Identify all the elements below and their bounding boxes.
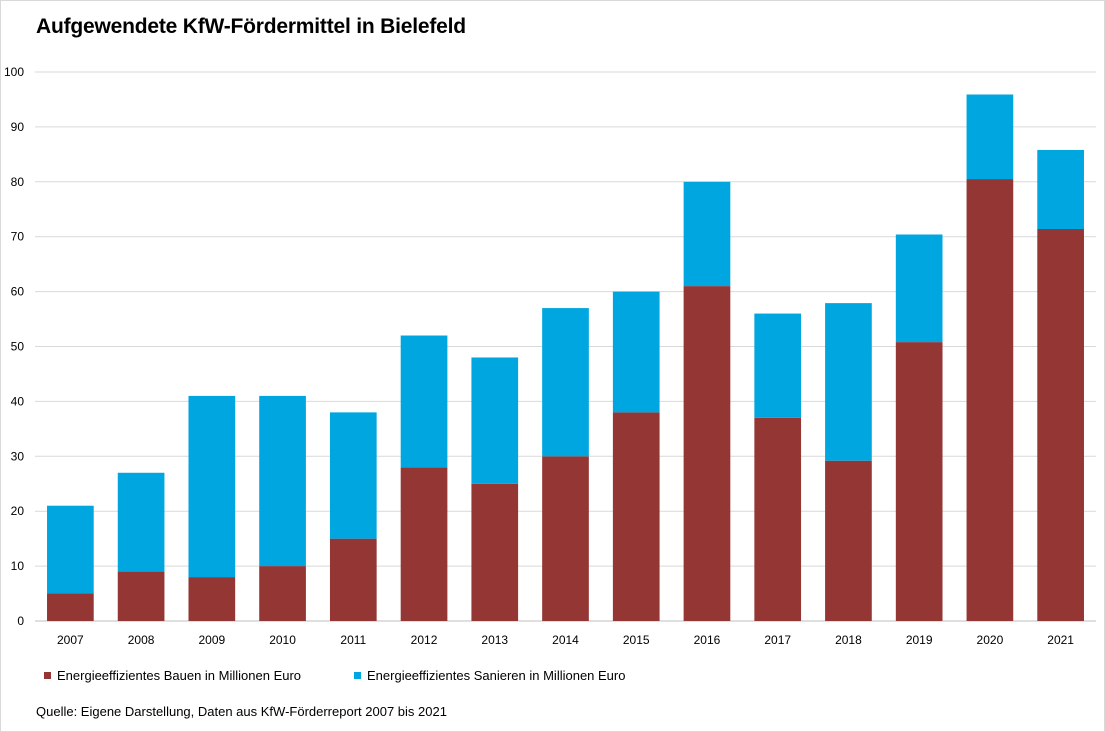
legend-swatch-sanieren bbox=[354, 672, 361, 679]
bar-bauen bbox=[1037, 229, 1084, 622]
y-tick-label: 20 bbox=[11, 504, 25, 518]
x-tick-label: 2009 bbox=[198, 633, 225, 647]
bar-bauen bbox=[188, 577, 236, 621]
y-tick-label: 0 bbox=[17, 614, 24, 628]
x-tick-label: 2017 bbox=[764, 633, 791, 647]
bar-sanieren bbox=[329, 412, 377, 539]
bar-bauen bbox=[683, 286, 731, 621]
bar-bauen bbox=[471, 483, 519, 621]
bar-bauen bbox=[825, 460, 872, 621]
y-tick-label: 100 bbox=[4, 65, 24, 79]
bar-sanieren bbox=[117, 472, 165, 572]
x-tick-label: 2012 bbox=[411, 633, 438, 647]
source-note: Quelle: Eigene Darstellung, Daten aus Kf… bbox=[36, 704, 447, 719]
y-tick-label: 10 bbox=[11, 559, 25, 573]
x-tick-label: 2021 bbox=[1047, 633, 1074, 647]
bar-bauen bbox=[895, 342, 943, 621]
y-tick-label: 30 bbox=[11, 449, 25, 463]
x-tick-label: 2015 bbox=[623, 633, 650, 647]
bar-bauen bbox=[259, 566, 306, 621]
legend-item-bauen: Energieeffizientes Bauen in Millionen Eu… bbox=[44, 668, 301, 683]
legend-label-sanieren: Energieeffizientes Sanieren in Millionen… bbox=[367, 668, 626, 683]
bar-bauen bbox=[754, 417, 802, 621]
bar-bauen bbox=[542, 456, 589, 621]
legend-label-bauen: Energieeffizientes Bauen in Millionen Eu… bbox=[57, 668, 302, 683]
legend-item-sanieren: Energieeffizientes Sanieren in Millionen… bbox=[354, 668, 625, 683]
y-tick-label: 50 bbox=[11, 340, 25, 354]
bar-sanieren bbox=[471, 357, 519, 484]
x-tick-label: 2007 bbox=[57, 633, 84, 647]
bar-bauen bbox=[329, 538, 377, 621]
y-tick-label: 40 bbox=[11, 394, 25, 408]
x-tick-label: 2016 bbox=[694, 633, 721, 647]
x-tick-label: 2018 bbox=[835, 633, 862, 647]
bar-sanieren bbox=[966, 94, 1014, 180]
bar-sanieren bbox=[754, 313, 802, 418]
chart-title: Aufgewendete KfW-Fördermittel in Bielefe… bbox=[36, 15, 466, 38]
bar-sanieren bbox=[259, 395, 306, 567]
bar-sanieren bbox=[612, 291, 660, 413]
y-tick-label: 60 bbox=[11, 285, 25, 299]
legend-swatch-bauen bbox=[44, 672, 51, 679]
x-tick-label: 2011 bbox=[340, 633, 366, 647]
bar-sanieren bbox=[188, 395, 236, 578]
bar-sanieren bbox=[1037, 149, 1084, 230]
x-tick-label: 2013 bbox=[481, 633, 508, 647]
bar-sanieren bbox=[47, 505, 94, 594]
bar-sanieren bbox=[683, 181, 731, 287]
bar-sanieren bbox=[542, 308, 589, 457]
y-tick-label: 90 bbox=[11, 120, 25, 134]
bar-sanieren bbox=[825, 303, 872, 461]
bar-sanieren bbox=[400, 335, 448, 468]
y-tick-label: 70 bbox=[11, 230, 25, 244]
y-tick-label: 80 bbox=[11, 175, 25, 189]
x-tick-label: 2010 bbox=[269, 633, 296, 647]
bar-bauen bbox=[612, 412, 660, 621]
bar-bauen bbox=[966, 179, 1014, 621]
bar-bauen bbox=[400, 467, 448, 621]
x-tick-label: 2008 bbox=[128, 633, 155, 647]
x-tick-label: 2019 bbox=[906, 633, 933, 647]
x-tick-label: 2020 bbox=[977, 633, 1004, 647]
bar-sanieren bbox=[895, 234, 943, 343]
bar-bauen bbox=[47, 593, 94, 621]
x-tick-label: 2014 bbox=[552, 633, 579, 647]
bar-bauen bbox=[117, 571, 165, 621]
